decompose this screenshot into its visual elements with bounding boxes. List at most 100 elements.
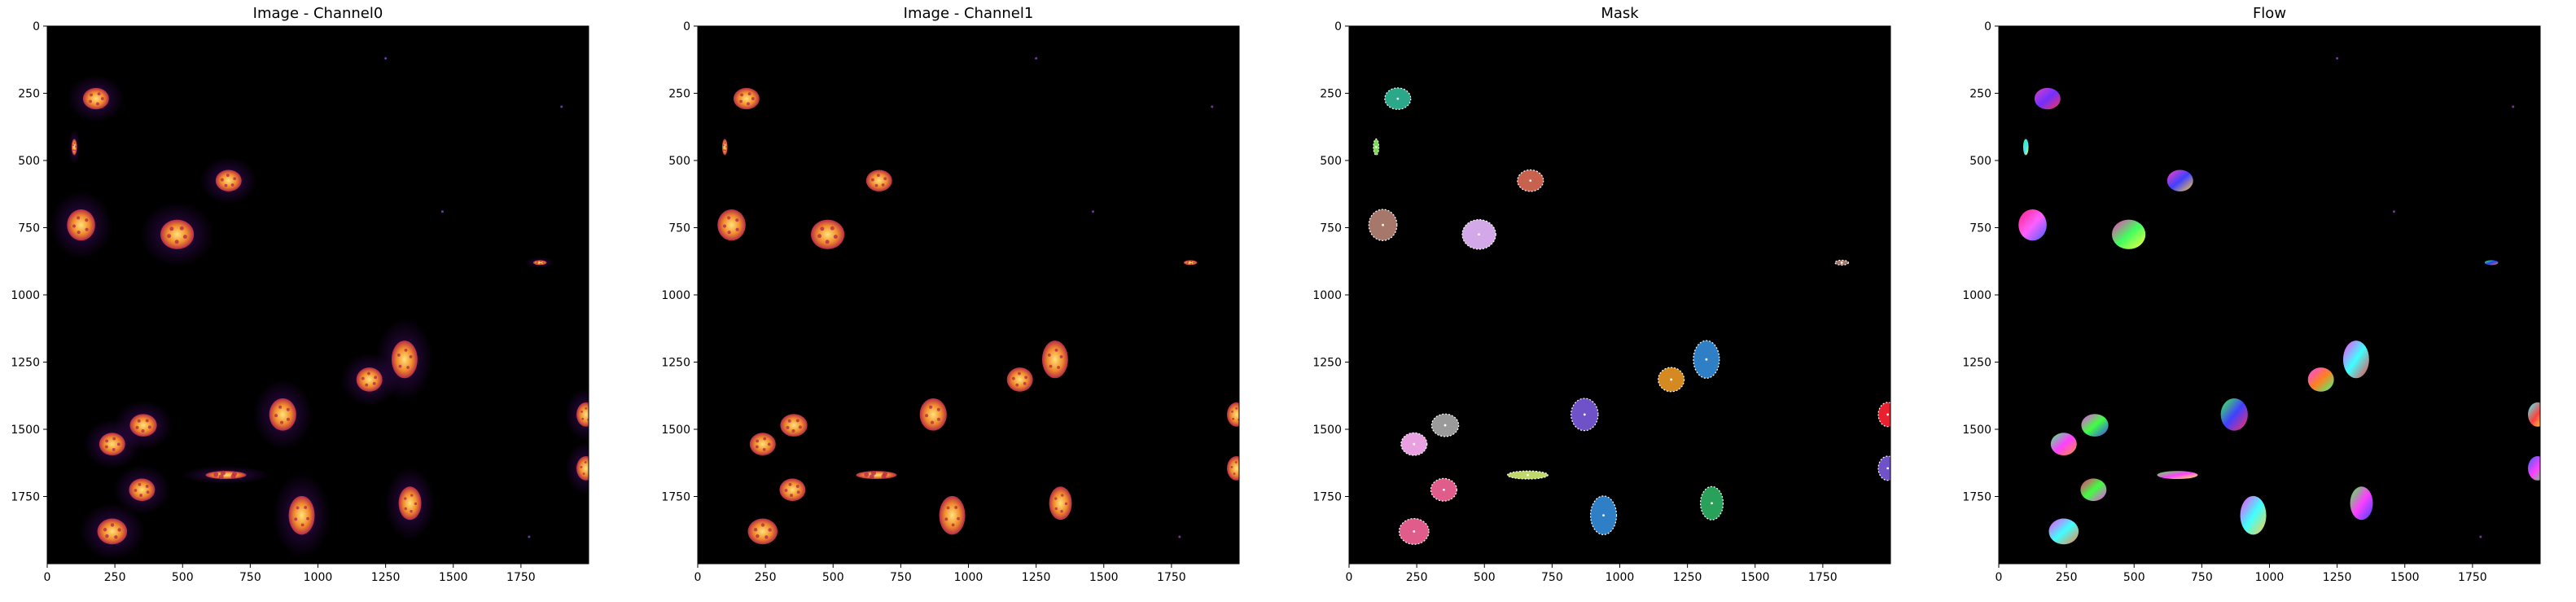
cell-12 [1227,456,1239,481]
cell-5 [2484,260,2499,266]
x-axis: 0 250 500 750 1000 1250 1500 1750 [44,564,536,584]
cell-0 [2034,87,2061,110]
x-tick-label: 1750 [2458,571,2487,584]
y-tick-label: 1250 [1312,357,1342,370]
y-tick-label: 1250 [1962,357,1991,370]
cell-10 [2050,433,2077,456]
cell-8 [2220,398,2248,431]
panel-title: Image - Channel1 [903,5,1034,22]
x-tick-label: 1750 [1157,571,1186,584]
y-tick-label: 500 [668,155,690,168]
y-tick-label: 250 [1969,88,1991,101]
y-tick-label: 250 [1320,88,1342,101]
cell-5 [524,257,555,268]
x-tick-label: 750 [1541,571,1563,584]
cell-7 [1006,367,1033,392]
y-tick-label: 500 [1969,155,1991,168]
x-tick-label: 1500 [1089,571,1119,584]
cell-10 [83,419,141,469]
x-tick-label: 250 [1406,571,1428,584]
x-tick-label: 750 [2191,571,2213,584]
cell-6 [1693,340,1720,379]
x-tick-label: 1000 [954,571,984,584]
x-tick-label: 500 [1474,571,1496,584]
x-tick-label: 0 [1346,571,1353,584]
cell-4 [2111,219,2146,249]
cell-9 [2081,414,2109,437]
y-tick-label: 750 [1969,222,1991,235]
cell-2 [199,156,257,204]
x-tick-label: 1500 [439,571,468,584]
cell-14 [1589,495,1618,535]
cell-13 [779,478,806,502]
cell-7 [340,353,398,406]
cell-2 [1517,169,1544,192]
panel-flow-3: Flow 0 250 500 750 1000 1250 1500 1750 0 250 500 750… [1952,0,2570,602]
y-tick-label: 1250 [11,357,40,370]
cell-12 [1877,455,1890,481]
y-tick-label: 0 [1334,20,1342,33]
y-tick-label: 250 [18,88,40,101]
cell-17 [1506,470,1549,480]
x-tick-label: 0 [1996,571,2003,584]
cell-13 [113,464,171,515]
y-tick-label: 750 [1320,222,1342,235]
plot-fluorescence: 0 250 500 750 1000 1250 1500 1750 0 250 500 750 1000… [661,20,1240,584]
x-tick-label: 500 [2123,571,2145,584]
plot-fluorescence: 0 250 500 750 1000 1250 1500 1750 0 250 500 750 1000… [11,20,589,584]
x-axis: 0 250 500 750 1000 1250 1500 1750 [1346,564,1838,584]
x-tick-label: 250 [104,571,126,584]
cell-15 [1699,486,1724,521]
cell-6 [2342,341,2369,379]
cell-1 [2022,138,2029,156]
cell-15 [1049,486,1072,521]
cell-0 [1384,87,1412,110]
panel-mask-2: Mask 0 250 500 750 1000 1250 1500 1750 0 250 500 750… [1302,0,1921,602]
x-tick-label: 1750 [506,571,536,584]
cell-16 [79,503,146,560]
x-tick-label: 1250 [2323,571,2352,584]
cell-14 [2240,495,2267,535]
y-tick-label: 750 [668,222,690,235]
y-tick-label: 1000 [1312,289,1342,302]
x-tick-label: 1250 [371,571,401,584]
cell-3 [1368,209,1398,241]
cell-13 [1430,477,1457,502]
y-tick-label: 250 [668,88,690,101]
y-tick-label: 500 [18,155,40,168]
image-background [698,26,1239,564]
y-tick-label: 750 [18,222,40,235]
cell-10 [1400,432,1428,456]
cell-1 [1373,138,1380,156]
cell-8 [919,398,947,431]
y-tick-label: 1500 [1312,424,1342,437]
cell-8 [252,379,313,450]
y-tick-label: 1000 [11,289,40,302]
cell-11 [2528,402,2540,427]
y-tick-label: 1000 [661,289,690,302]
x-tick-label: 1000 [2255,571,2285,584]
x-tick-label: 1250 [1673,571,1702,584]
y-tick-label: 1250 [661,357,690,370]
y-tick-label: 1750 [1962,491,1991,504]
cell-13 [2080,478,2107,502]
y-tick-label: 1500 [661,424,690,437]
y-tick-label: 1500 [1962,424,1991,437]
x-tick-label: 1500 [2390,571,2420,584]
cell-11 [1227,402,1239,427]
panel-fluorescence-0: Image - Channel0 0 250 500 750 1000 1250 1500 17… [0,0,619,602]
cell-6 [1041,341,1068,379]
cell-14 [273,472,331,558]
cell-16 [2048,518,2079,545]
cell-10 [749,433,776,456]
cell-4 [810,219,845,249]
cell-4 [1461,219,1496,250]
image-background [1999,26,2540,564]
plot-flow: 0 250 500 750 1000 1250 1500 1750 0 250 500 750 1000… [1962,20,2541,584]
cell-1 [721,138,728,156]
x-tick-label: 1500 [1741,571,1770,584]
panel-title: Image - Channel0 [252,5,383,22]
x-tick-label: 1250 [1022,571,1051,584]
cell-15 [384,466,436,540]
cell-7 [1658,367,1685,393]
